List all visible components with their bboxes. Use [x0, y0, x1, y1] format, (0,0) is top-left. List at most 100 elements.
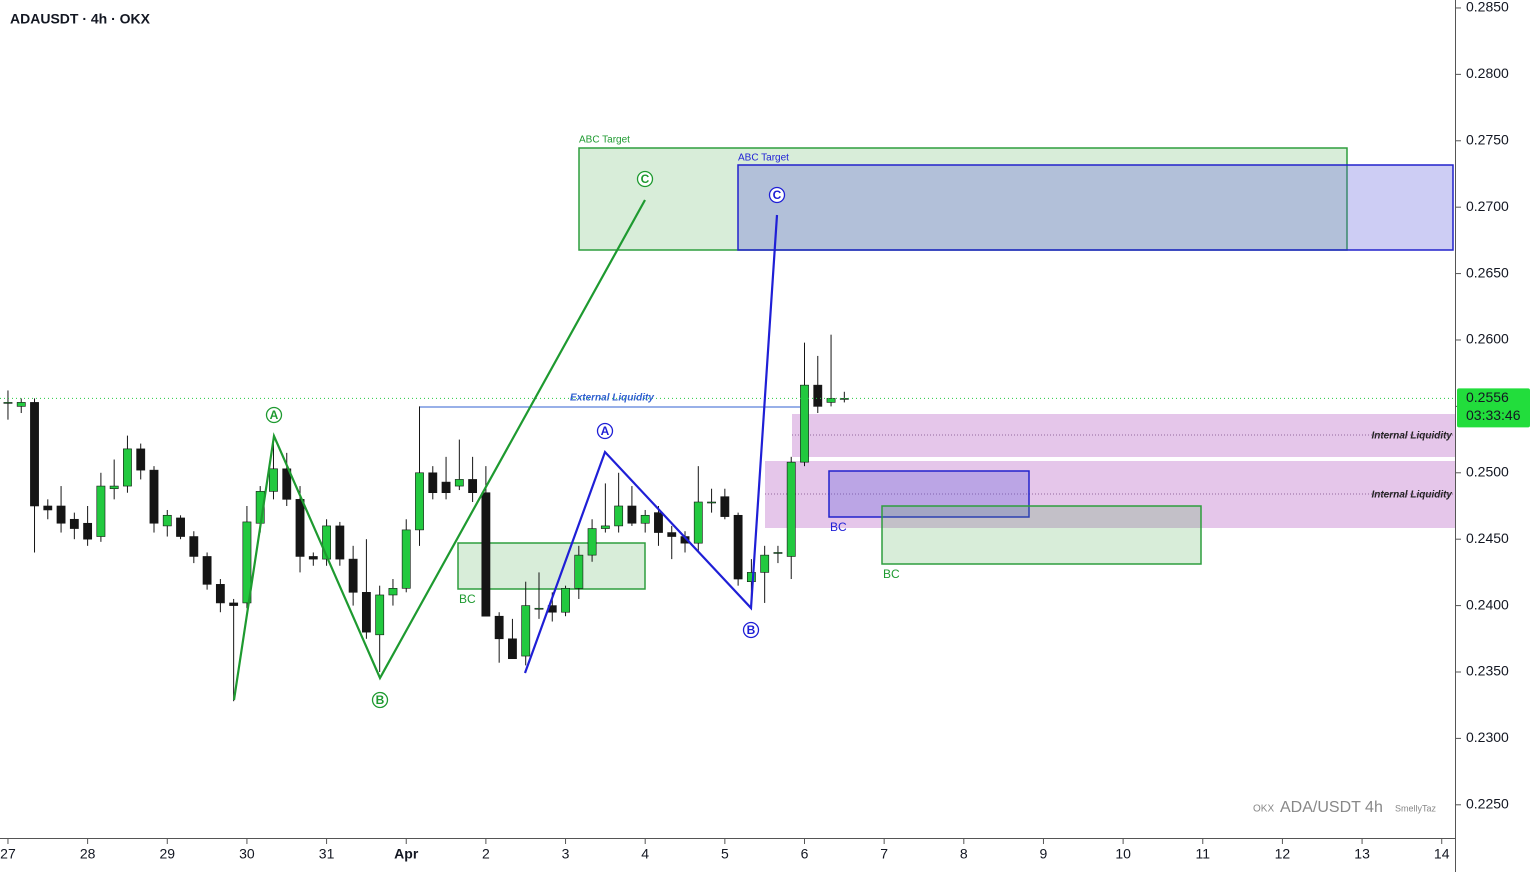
candle-body: [746, 572, 756, 582]
x-tick-label: Apr: [394, 846, 419, 862]
candle-body: [441, 481, 451, 494]
candle-body: [202, 556, 212, 585]
annotation-texts: ABC Target ABC Target External Liquidity…: [459, 135, 1452, 607]
candle-body: [415, 472, 424, 531]
candle-body: [494, 615, 504, 640]
y-tick-label: 0.2650: [1466, 264, 1509, 280]
candle-body: [162, 514, 172, 527]
zone-label: BC: [883, 567, 900, 581]
candle-body: [3, 402, 13, 404]
candle-body: [508, 638, 517, 660]
candle-body: [693, 501, 703, 544]
x-tick-label: 28: [80, 846, 96, 862]
time-axis: [0, 839, 1537, 872]
x-tick-label: 4: [641, 846, 649, 862]
wave-circle: [768, 186, 786, 204]
x-tick-label: 29: [159, 846, 175, 862]
y-tick-label: 0.2300: [1466, 729, 1509, 745]
candle-body: [215, 584, 225, 604]
wave-drawings: A B C A B C: [232, 170, 786, 709]
zone-label: ABC Target: [738, 153, 789, 164]
zone-label: External Liquidity: [570, 393, 654, 404]
candle-body: [786, 461, 796, 557]
last-price-label: 0.2556: [1466, 389, 1509, 405]
candle-body: [30, 402, 39, 507]
candle-body: [295, 499, 305, 557]
candle-body: [627, 505, 637, 524]
y-tick-label: 0.2800: [1466, 65, 1509, 81]
y-tick-label: 0.2750: [1466, 131, 1509, 147]
candle-body: [720, 496, 730, 517]
candle-body: [707, 501, 716, 504]
candle-body: [760, 554, 770, 573]
candle-body: [600, 525, 610, 529]
candle-body: [454, 479, 464, 487]
candle-body: [229, 602, 239, 606]
candle-body: [587, 528, 597, 556]
candle-body: [667, 532, 677, 537]
zone-label: Internal Liquidity: [1371, 490, 1452, 501]
candle-body: [468, 479, 478, 494]
chart-title: ADAUSDT · 4h · OKX: [10, 11, 151, 27]
candle-body: [136, 448, 146, 471]
x-tick-label: 27: [0, 846, 16, 862]
x-tick-label: 11: [1195, 846, 1210, 862]
wave-circle: [636, 170, 654, 188]
target-zone: [737, 164, 1454, 251]
wave-label: C: [641, 172, 650, 186]
candle-body: [69, 518, 79, 529]
candle-body: [123, 448, 132, 487]
wave-label: A: [270, 408, 279, 422]
y-tick-label: 0.2500: [1466, 463, 1509, 479]
wave-circle: [371, 691, 389, 709]
blue-abc-wave: [523, 214, 779, 674]
wave-circle: [742, 621, 760, 639]
countdown-label: 03:33:46: [1466, 407, 1521, 423]
candle-body: [561, 588, 570, 613]
x-tick-label: 5: [721, 846, 729, 862]
y-tick-label: 0.2250: [1466, 796, 1509, 812]
x-tick-label: 7: [880, 846, 888, 862]
drawings: [420, 147, 1455, 590]
liquidity-zone: [792, 414, 1455, 457]
candle-body: [800, 384, 809, 463]
candle-body: [269, 468, 278, 492]
x-tick-label: 3: [562, 846, 570, 862]
candle-body: [574, 554, 584, 589]
wave-circle: [265, 406, 283, 424]
zone-label: Internal Liquidity: [1371, 431, 1452, 442]
bc-zone: [881, 505, 1202, 565]
candle-body: [348, 558, 358, 593]
candle-body: [401, 529, 411, 589]
candle-body: [189, 536, 199, 557]
watermark: ADA/USDT 4h: [1280, 799, 1383, 816]
candle-body: [733, 514, 743, 580]
candle-body: [361, 592, 371, 633]
candle-body: [388, 588, 398, 596]
candle-body: [242, 521, 252, 604]
candle-body: [16, 402, 26, 407]
zone-label: ABC Target: [579, 135, 630, 146]
y-tick-label: 0.2850: [1466, 0, 1509, 15]
bc-zone: [828, 470, 1030, 518]
x-tick-label: 30: [239, 846, 255, 862]
wave-label: B: [376, 693, 385, 707]
watermark: OKX: [1253, 804, 1274, 815]
green-abc-wave: [232, 199, 646, 701]
zone-label: BC: [830, 520, 847, 534]
candle-body: [640, 514, 650, 524]
x-tick-label: 6: [801, 846, 809, 862]
y-tick-label: 0.2450: [1466, 530, 1509, 546]
x-tick-label: 8: [960, 846, 968, 862]
x-tick-label: 12: [1275, 846, 1291, 862]
candle-body: [109, 485, 119, 490]
candle-body: [282, 468, 292, 500]
candle-body: [428, 472, 438, 494]
candle-body: [43, 505, 53, 511]
wave-circle: [596, 422, 614, 440]
candle-body: [308, 556, 318, 560]
candle-body: [96, 485, 106, 537]
candle-body: [56, 505, 66, 524]
candle-body: [654, 512, 663, 533]
